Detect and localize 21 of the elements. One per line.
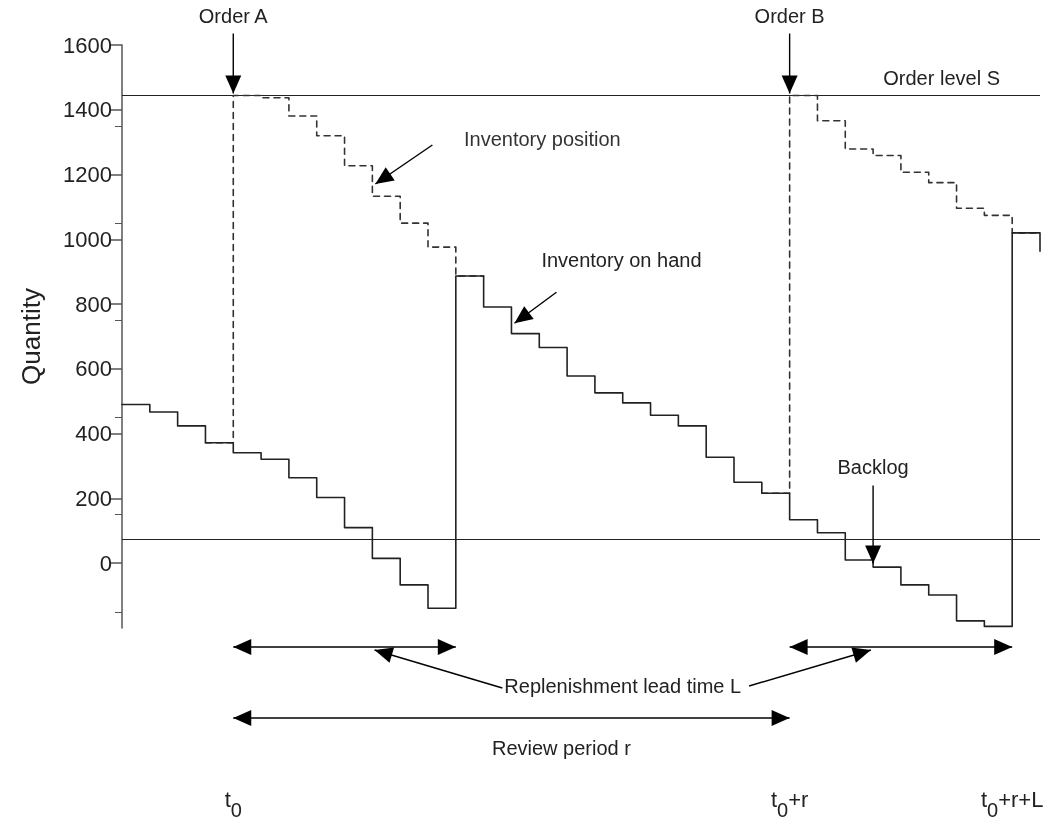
text: Replenishment lead time L [504,675,742,698]
annotation: Order A [198,4,269,27]
text: Review period r [491,737,632,760]
y-axis-title: Quantity [16,288,46,385]
y-tick-label: 1600 [63,32,112,58]
text: Inventory on hand [541,249,702,272]
annotation: Backlog [837,455,909,478]
ref-line-label: Order level S [883,66,1000,89]
y-tick-label: 1000 [63,226,112,252]
annotation: Order B [754,4,825,27]
y-tick-label: 800 [75,291,112,317]
y-tick-label: 1400 [63,97,112,123]
y-tick-label: 200 [75,485,112,511]
x-tick-label: t0+r+L [980,786,1044,821]
x-tick-label: t0+r [770,786,809,821]
y-tick-label: 1200 [63,162,112,188]
y-tick-label: 600 [75,356,112,382]
y-tick-label: 400 [75,421,112,447]
x-tick-label: t0 [224,786,242,821]
text: Inventory position [463,128,621,151]
y-tick-label: 0 [99,550,112,576]
